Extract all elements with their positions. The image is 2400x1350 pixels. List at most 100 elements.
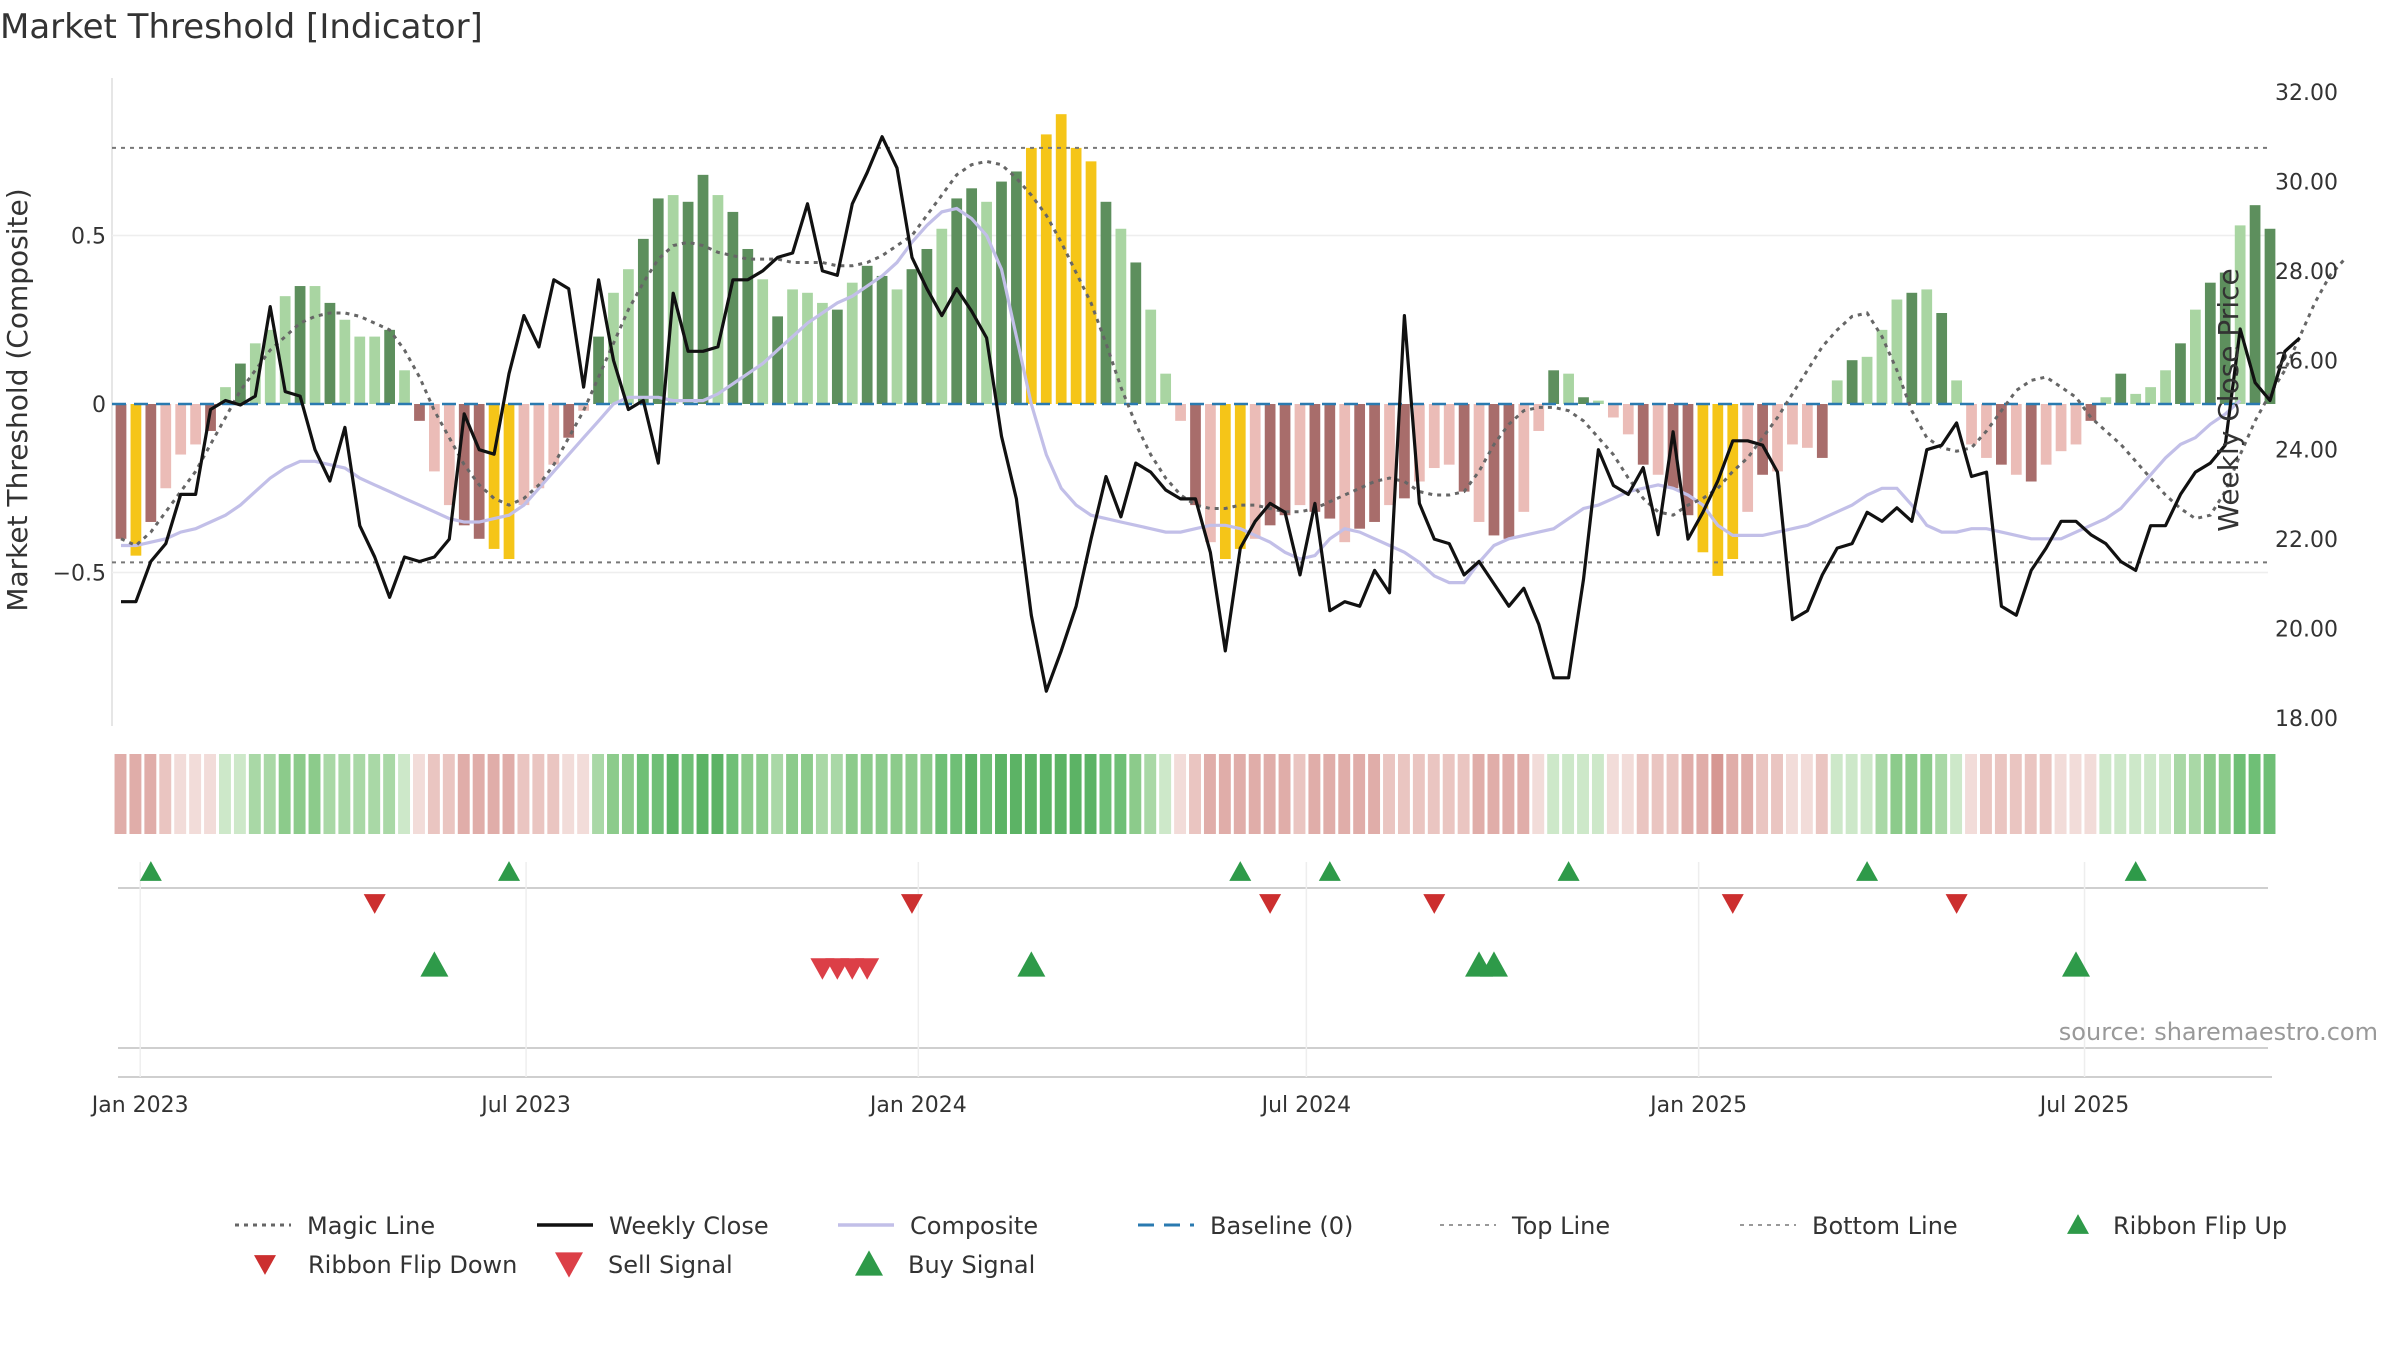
ribbon-flip-up-markers	[139, 861, 2147, 881]
left-axis-label: Market Threshold (Composite)	[1, 188, 34, 611]
ribbon-cell	[308, 754, 321, 834]
ribbon-cell	[726, 754, 739, 834]
ribbon-cell	[2173, 754, 2186, 834]
ribbon-cell	[2039, 754, 2052, 834]
ribbon-cell	[980, 754, 993, 834]
right-tick-label: 28.00	[2275, 260, 2338, 285]
histogram-bar	[1473, 404, 1485, 522]
histogram-bar	[2115, 373, 2127, 404]
ribbon-cell	[815, 754, 828, 834]
ribbon-cell	[129, 754, 142, 834]
ribbon-cell	[1666, 754, 1679, 834]
histogram-bar	[1413, 404, 1425, 482]
histogram-bar	[1294, 404, 1306, 506]
ribbon-cell	[502, 754, 515, 834]
histogram-bar	[1996, 404, 2007, 465]
buy-signal-markers	[420, 951, 2090, 977]
ribbon-flip-up-marker	[2124, 861, 2147, 881]
ribbon-cell	[204, 754, 217, 834]
histogram-bar	[533, 404, 545, 489]
ribbon-flip-down-markers	[363, 894, 1968, 914]
ribbon-cell	[1547, 754, 1560, 834]
ribbon-cell	[174, 754, 187, 834]
ribbon-cell	[801, 754, 813, 834]
signal-vertical-grid	[139, 862, 2086, 1077]
ribbon-cell	[875, 754, 888, 834]
ribbon-cell	[1591, 754, 1604, 834]
histogram-bar	[623, 269, 634, 404]
ribbon-cell	[487, 754, 500, 834]
ribbon-cell	[1189, 754, 1201, 834]
histogram-bar	[727, 211, 739, 404]
histogram-bar	[1891, 299, 1903, 404]
ribbon-cell	[1084, 754, 1097, 834]
ribbon-cell	[607, 754, 619, 834]
histogram-bar	[1115, 228, 1127, 404]
ribbon-cell	[278, 754, 291, 834]
composite-histogram	[115, 114, 2276, 576]
legend-label: Ribbon Flip Up	[2113, 1212, 2287, 1240]
ribbon-cell	[935, 754, 948, 834]
histogram-bar	[1130, 262, 1142, 404]
gridlines	[112, 234, 2268, 574]
histogram-bar	[190, 404, 201, 445]
ribbon-cell	[1412, 754, 1425, 834]
ribbon-cell	[1711, 754, 1724, 834]
histogram-bar	[742, 248, 754, 404]
ribbon-cell	[577, 754, 590, 834]
histogram-bar	[1578, 397, 1589, 404]
histogram-bar	[1205, 404, 1216, 543]
histogram-bar	[1175, 404, 1186, 421]
legend-label: Buy Signal	[908, 1251, 1035, 1279]
ribbon-cell	[651, 754, 664, 834]
ribbon-cell	[442, 754, 455, 834]
legend-label: Sell Signal	[608, 1251, 733, 1279]
legend-swatch	[855, 1250, 883, 1276]
histogram-bar	[1637, 404, 1649, 465]
right-axis-ticks: 32.00 30.00 28.00 26.00 24.00 22.00 20.00 18.00	[2275, 81, 2338, 732]
ribbon-cell	[1979, 754, 1992, 834]
ribbon-cell	[1293, 754, 1306, 834]
histogram-bar	[414, 404, 425, 421]
buy-signal-marker	[1479, 951, 1508, 977]
histogram-bar	[473, 404, 485, 539]
histogram-bar	[921, 248, 933, 404]
ribbon-flip-up-marker	[498, 861, 521, 881]
histogram-bar	[145, 404, 157, 522]
histogram-bar	[175, 404, 187, 455]
histogram-bar	[309, 286, 321, 404]
ribbon-cell	[636, 754, 649, 834]
ribbon-cell	[1800, 754, 1813, 834]
ribbon-cell	[1248, 754, 1261, 834]
histogram-bar	[1533, 404, 1545, 431]
histogram-bar	[130, 404, 142, 556]
ribbon-cell	[1338, 754, 1351, 834]
ribbon-cell	[338, 754, 351, 834]
ribbon-cell	[1024, 754, 1037, 834]
ribbon-cell	[1397, 754, 1410, 834]
histogram-bar	[399, 370, 410, 404]
buy-signal-marker	[1017, 951, 1046, 977]
legend-item: Magic Line	[235, 1212, 435, 1240]
ribbon-cell	[2248, 754, 2261, 834]
ribbon-cell	[1935, 754, 1948, 834]
histogram-bar	[1966, 404, 1977, 445]
ribbon-cell	[920, 754, 933, 834]
histogram-bar	[1145, 309, 1157, 404]
histogram-bar	[160, 404, 172, 489]
ribbon-cell	[517, 754, 530, 834]
histogram-bar	[1428, 404, 1440, 469]
ribbon-cell	[1815, 754, 1828, 834]
histogram-bar	[518, 404, 530, 506]
histogram-bar	[1249, 404, 1261, 539]
histogram-bar	[1876, 329, 1888, 404]
ribbon-cell	[2263, 754, 2276, 834]
histogram-bar	[712, 195, 724, 404]
histogram-bar	[115, 404, 127, 539]
ribbon-cell	[860, 754, 873, 834]
ribbon-cell	[1039, 754, 1052, 834]
histogram-bar	[772, 316, 784, 404]
legend-swatch	[2067, 1214, 2089, 1234]
ribbon-cell	[2188, 754, 2201, 834]
histogram-bar	[1787, 404, 1798, 445]
